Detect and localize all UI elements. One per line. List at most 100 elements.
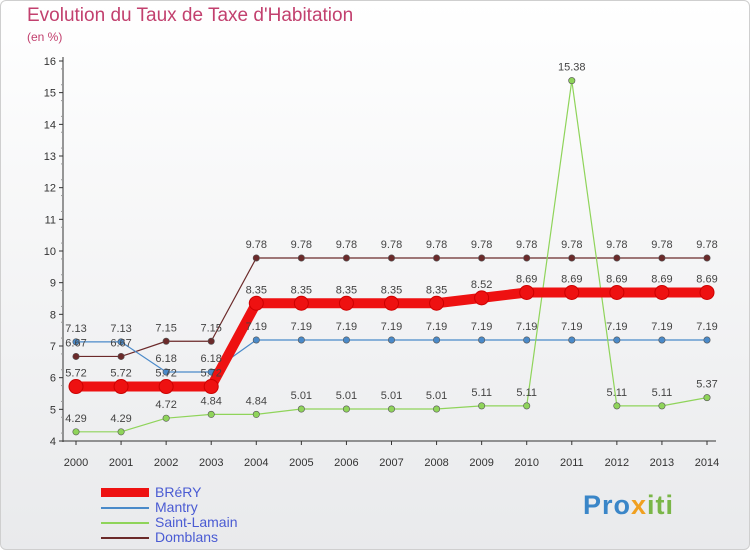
data-label-br-ry: 8.69 [606, 273, 627, 285]
data-point-saint-lamain [703, 394, 711, 402]
data-label-saint-lamain: 15.38 [558, 62, 586, 74]
data-label-mantry: 6.18 [201, 353, 222, 365]
data-point-domblans [252, 254, 260, 262]
data-point-mantry [297, 336, 305, 344]
data-label-domblans: 9.78 [381, 239, 402, 251]
data-point-domblans [117, 352, 125, 360]
data-point-mantry [72, 338, 80, 346]
x-tick-label: 2003 [199, 457, 223, 469]
data-point-br-ry [519, 284, 535, 300]
data-label-saint-lamain: 4.29 [65, 413, 86, 425]
data-label-saint-lamain: 5.11 [516, 387, 537, 399]
data-label-domblans: 9.78 [561, 239, 582, 251]
data-point-saint-lamain [658, 402, 666, 410]
legend-swatch-brery [101, 488, 149, 497]
data-point-saint-lamain [72, 428, 80, 436]
y-tick-label: 12 [44, 183, 56, 195]
data-point-mantry [433, 336, 441, 344]
y-tick-label: 8 [50, 309, 56, 321]
data-point-mantry [252, 336, 260, 344]
y-tick-label: 4 [50, 436, 56, 448]
data-label-br-ry: 5.72 [155, 368, 176, 380]
data-label-domblans: 9.78 [291, 239, 312, 251]
y-tick-label: 13 [44, 151, 56, 163]
y-tick-label: 15 [44, 88, 56, 100]
data-point-saint-lamain [117, 428, 125, 436]
data-point-saint-lamain [523, 402, 531, 410]
logo-part-1: Pro [583, 490, 632, 520]
data-label-saint-lamain: 5.01 [336, 390, 357, 402]
data-point-br-ry [384, 295, 399, 311]
data-label-br-ry: 8.35 [426, 284, 447, 296]
y-tick-label: 5 [50, 404, 56, 416]
y-tick-label: 16 [44, 56, 56, 68]
data-point-mantry [523, 336, 531, 344]
data-label-mantry: 7.19 [426, 321, 447, 333]
legend-swatch-domblans [101, 537, 149, 539]
data-point-mantry [478, 336, 486, 344]
y-tick-label: 10 [44, 246, 56, 258]
data-label-saint-lamain: 4.72 [155, 399, 176, 411]
data-point-saint-lamain [613, 402, 621, 410]
data-label-domblans: 7.15 [155, 322, 176, 334]
x-tick-label: 2010 [514, 457, 538, 469]
data-label-mantry: 7.19 [471, 321, 492, 333]
data-point-domblans [297, 254, 305, 262]
legend-label-saint-lamain: Saint-Lamain [155, 514, 238, 530]
y-tick-label: 6 [50, 373, 56, 385]
data-label-br-ry: 8.69 [696, 273, 717, 285]
data-label-saint-lamain: 4.84 [201, 395, 222, 407]
data-point-domblans [523, 254, 531, 262]
chart-subtitle: (en %) [27, 30, 63, 44]
data-point-br-ry [338, 295, 354, 311]
data-label-br-ry: 8.35 [381, 284, 402, 296]
data-label-mantry: 7.19 [291, 321, 312, 333]
data-label-saint-lamain: 5.11 [471, 387, 492, 399]
data-label-saint-lamain: 4.29 [110, 413, 131, 425]
data-label-mantry: 7.19 [516, 321, 537, 333]
data-label-mantry: 7.19 [561, 321, 582, 333]
data-point-domblans [162, 337, 170, 345]
x-tick-label: 2001 [109, 457, 133, 469]
data-point-domblans [342, 254, 350, 262]
x-tick-label: 2009 [469, 457, 493, 469]
data-label-br-ry: 8.69 [651, 273, 672, 285]
data-point-mantry [658, 336, 666, 344]
data-point-mantry [162, 368, 170, 376]
x-tick-label: 2012 [605, 457, 629, 469]
data-label-saint-lamain: 5.37 [696, 379, 717, 391]
data-label-mantry: 7.19 [336, 321, 357, 333]
data-label-mantry: 7.19 [606, 321, 627, 333]
data-point-saint-lamain [162, 414, 170, 422]
data-label-br-ry: 5.72 [201, 368, 222, 380]
data-label-domblans: 9.78 [606, 239, 627, 251]
data-point-saint-lamain [297, 405, 305, 413]
data-label-saint-lamain: 4.84 [246, 395, 267, 407]
data-point-br-ry [158, 379, 174, 395]
data-point-domblans [568, 254, 576, 262]
legend-label-domblans: Domblans [155, 529, 219, 545]
data-label-br-ry: 8.69 [561, 273, 582, 285]
proxiti-logo: Proxiti [583, 490, 674, 521]
data-point-br-ry [564, 284, 580, 300]
data-point-saint-lamain [433, 405, 441, 413]
data-label-domblans: 9.78 [471, 239, 492, 251]
data-label-saint-lamain: 5.01 [426, 390, 447, 402]
x-tick-label: 2006 [334, 457, 358, 469]
data-label-domblans: 9.78 [246, 239, 267, 251]
data-point-saint-lamain [478, 402, 486, 410]
data-point-domblans [658, 254, 666, 262]
y-tick-label: 14 [44, 119, 56, 131]
data-point-domblans [207, 337, 215, 345]
data-label-br-ry: 8.52 [471, 279, 492, 291]
data-point-saint-lamain [207, 410, 215, 418]
data-point-br-ry [699, 284, 715, 300]
data-label-mantry: 7.19 [246, 321, 267, 333]
data-point-domblans [703, 254, 711, 262]
data-point-domblans [478, 254, 486, 262]
chart-title: Evolution du Taux de Taxe d'Habitation [27, 5, 354, 26]
data-label-saint-lamain: 5.01 [381, 390, 402, 402]
data-label-domblans: 6.67 [110, 337, 131, 349]
data-point-domblans [387, 254, 395, 262]
